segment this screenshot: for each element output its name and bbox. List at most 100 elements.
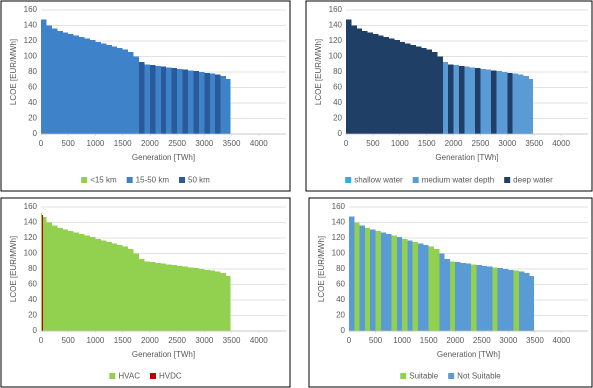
bar bbox=[437, 56, 443, 134]
y-axis-label: LCOE [EUR/MWh] bbox=[314, 39, 323, 105]
bar bbox=[182, 69, 188, 134]
bar bbox=[95, 238, 101, 331]
bar bbox=[90, 237, 96, 331]
legend-label: Not Suitable bbox=[457, 372, 501, 381]
legend-swatch bbox=[504, 177, 511, 183]
x-tick-label: 500 bbox=[62, 336, 76, 345]
bar bbox=[111, 243, 118, 331]
x-axis-label: Generation [TWh] bbox=[437, 350, 500, 359]
legend-swatch bbox=[126, 177, 133, 183]
x-tick-label: 3000 bbox=[195, 336, 213, 345]
bar bbox=[407, 240, 413, 331]
bar bbox=[226, 78, 231, 134]
y-tick-label: 120 bbox=[24, 233, 38, 242]
y-tick-label: 20 bbox=[336, 311, 345, 320]
legend: shallow water medium water depth deep wate… bbox=[345, 176, 553, 185]
bar bbox=[497, 268, 504, 331]
x-tick-label: 1500 bbox=[420, 336, 438, 345]
bar bbox=[57, 227, 63, 331]
bar bbox=[362, 30, 368, 134]
bar bbox=[133, 56, 139, 134]
x-tick-label: 4000 bbox=[552, 139, 570, 148]
bar bbox=[215, 74, 221, 134]
bar bbox=[475, 68, 481, 134]
legend-label: shallow water bbox=[354, 176, 403, 185]
y-tick-label: 40 bbox=[336, 295, 345, 304]
x-axis-label: Generation [TWh] bbox=[132, 350, 195, 359]
bar bbox=[518, 271, 525, 331]
bar bbox=[144, 261, 150, 331]
y-tick-label: 100 bbox=[24, 249, 38, 258]
y-tick-label: 20 bbox=[28, 114, 37, 123]
x-tick-label: 1000 bbox=[87, 139, 105, 148]
x-tick-label: 1000 bbox=[391, 139, 409, 148]
x-tick-label: 500 bbox=[62, 139, 76, 148]
bar bbox=[453, 65, 459, 134]
bar bbox=[426, 49, 433, 134]
bar bbox=[220, 272, 227, 331]
bar bbox=[155, 262, 161, 331]
bar bbox=[367, 32, 373, 134]
bar bbox=[79, 37, 85, 134]
x-tick-label: 0 bbox=[347, 336, 352, 345]
bar bbox=[349, 216, 355, 331]
bar bbox=[198, 72, 205, 134]
legend-label: HVAC bbox=[118, 372, 140, 381]
y-tick-label: 160 bbox=[24, 202, 38, 211]
bar bbox=[464, 66, 470, 134]
bar bbox=[491, 70, 497, 134]
x-tick-label: 500 bbox=[366, 139, 380, 148]
bar bbox=[523, 75, 529, 134]
y-tick-label: 40 bbox=[28, 295, 37, 304]
legend: <15 km 15-50 km 50 km bbox=[81, 176, 210, 185]
y-tick-label: 140 bbox=[329, 21, 343, 30]
bar bbox=[418, 243, 424, 331]
x-tick-label: 4000 bbox=[250, 139, 268, 148]
x-tick-label: 3500 bbox=[223, 336, 241, 345]
y-tick-label: 140 bbox=[24, 218, 38, 227]
x-tick-label: 0 bbox=[39, 139, 44, 148]
bar bbox=[122, 49, 129, 134]
bar bbox=[128, 248, 134, 331]
legend-label: <15 km bbox=[90, 176, 117, 185]
bar bbox=[51, 28, 58, 135]
bar bbox=[62, 229, 69, 331]
bar bbox=[354, 222, 360, 331]
bar bbox=[215, 271, 221, 331]
bar bbox=[155, 65, 161, 134]
bar bbox=[391, 235, 397, 331]
bar bbox=[188, 267, 194, 331]
bar bbox=[465, 263, 472, 331]
y-axis-label: LCOE [EUR/MWh] bbox=[317, 236, 326, 302]
bar bbox=[182, 266, 188, 331]
bar bbox=[84, 235, 90, 331]
bar bbox=[149, 262, 156, 331]
bar bbox=[487, 266, 493, 331]
y-axis-label: LCOE [EUR/MWh] bbox=[9, 236, 18, 302]
bar bbox=[171, 265, 178, 331]
y-tick-label: 80 bbox=[336, 264, 345, 273]
x-tick-label: 4000 bbox=[250, 336, 268, 345]
y-tick-label: 160 bbox=[329, 5, 343, 14]
bar bbox=[73, 232, 80, 331]
x-tick-label: 2000 bbox=[445, 139, 463, 148]
bar bbox=[439, 253, 445, 331]
bar bbox=[518, 74, 524, 134]
bar bbox=[42, 217, 47, 331]
y-tick-label: 40 bbox=[333, 98, 342, 107]
x-tick-label: 3000 bbox=[499, 336, 517, 345]
bar bbox=[480, 68, 486, 134]
bar bbox=[428, 246, 434, 331]
bar bbox=[79, 234, 85, 331]
x-axis-label: Generation [TWh] bbox=[435, 153, 498, 162]
y-tick-label: 140 bbox=[332, 218, 346, 227]
legend-label: 50 km bbox=[188, 176, 210, 185]
x-tick-label: 2500 bbox=[472, 139, 490, 148]
bar bbox=[68, 34, 74, 134]
bar bbox=[68, 231, 74, 331]
bar bbox=[513, 270, 519, 331]
x-tick-label: 1500 bbox=[114, 336, 132, 345]
bar bbox=[51, 225, 58, 331]
bar bbox=[512, 73, 519, 134]
